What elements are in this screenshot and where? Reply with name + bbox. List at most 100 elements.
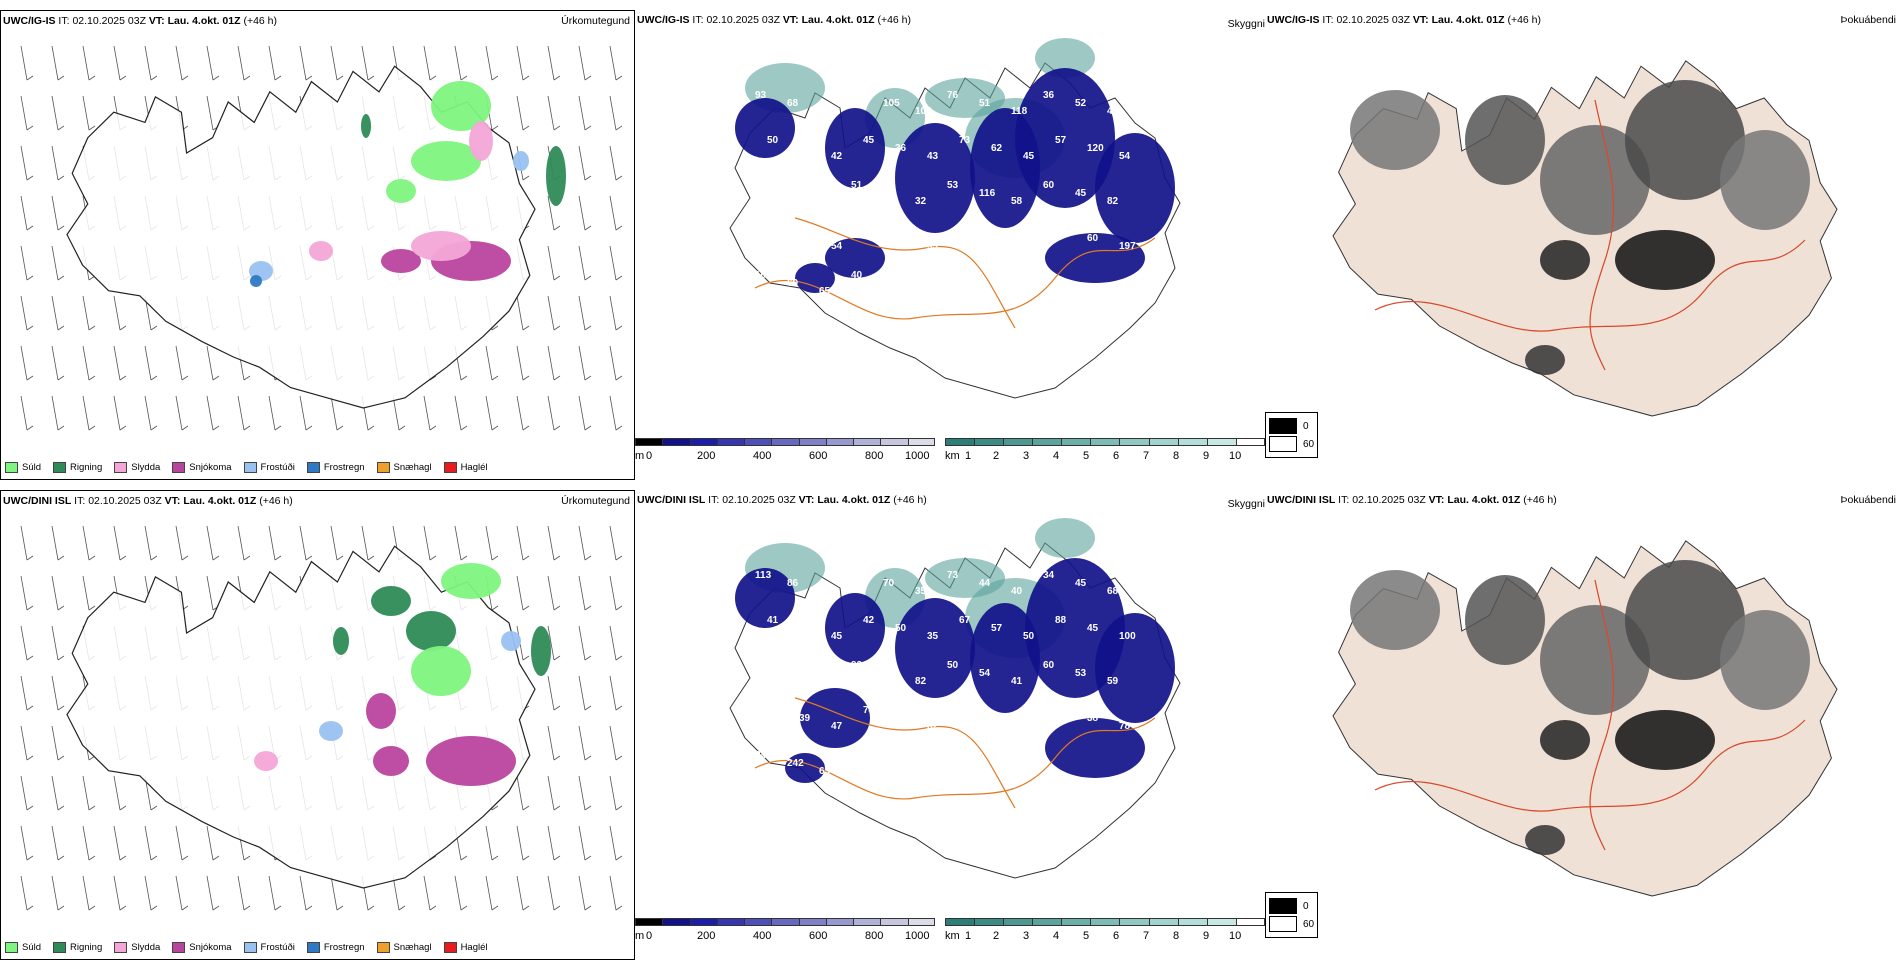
fog-area (1525, 825, 1565, 855)
ceiling-value-label: 40 (851, 270, 863, 281)
wind-barb (20, 345, 34, 381)
road-line (754, 717, 1156, 800)
legend-swatch (172, 462, 186, 473)
visibility-unit: km (945, 930, 960, 942)
wind-barb (206, 345, 220, 381)
ceiling-tick: 400 (753, 450, 772, 462)
wind-barb (20, 195, 34, 231)
colorbar-segment (716, 918, 745, 926)
wind-barb (51, 395, 65, 431)
ceiling-value-label: 42 (863, 615, 875, 626)
wind-barb (516, 95, 530, 131)
wind-barb (578, 675, 592, 711)
wind-barb (113, 525, 127, 561)
wind-barb (454, 525, 468, 561)
ceiling-value-label: 136 (991, 713, 1008, 724)
wind-barb (206, 95, 220, 131)
precip-area (361, 114, 371, 138)
fog-swatch (1269, 916, 1297, 932)
legend-swatch (243, 942, 257, 953)
ceiling-value-label: 54 (1119, 151, 1131, 162)
fog-area (1540, 720, 1590, 760)
low-ceiling-area (970, 603, 1040, 713)
panel-title: Úrkomutegund (561, 15, 630, 27)
fog-legend-item: 0 (1269, 898, 1314, 914)
colorbar-segment (1148, 438, 1178, 446)
ceiling-value-label: 92 (915, 286, 927, 297)
ceiling-unit: m (635, 450, 645, 462)
precip-area (254, 751, 278, 771)
wind-barb (547, 345, 561, 381)
legend-label: Snjókoma (189, 942, 232, 953)
ceiling-value-label: 45 (831, 631, 843, 642)
visibility-tick: 8 (1173, 450, 1180, 462)
legend-item: Rigning (53, 942, 102, 953)
wind-barb (516, 525, 530, 561)
forecast-row-dini-isl: UWC/DINI ISL IT: 02.10.2025 03Z VT: Lau.… (0, 490, 1900, 960)
colorbar-segment (1235, 438, 1265, 446)
precip-area (309, 241, 333, 261)
fog-legend-label: 0 (1303, 420, 1309, 432)
ceiling-value-label: 50 (895, 623, 907, 634)
panel-title: Skyggni (1227, 498, 1265, 510)
visibility-tick: 5 (1083, 450, 1090, 462)
ceiling-value-label: 118 (1011, 106, 1028, 117)
ceiling-value-label: 103 (767, 705, 784, 716)
wind-barb (20, 775, 34, 811)
legend-item: Frostregn (306, 942, 365, 953)
visibility-tick: 9 (1203, 930, 1210, 942)
wind-barb (392, 395, 406, 431)
fog-swatch (1269, 418, 1297, 434)
legend-label: Snæhagl (393, 462, 432, 473)
wind-barb (237, 395, 251, 431)
visibility-tick: 10 (1229, 450, 1242, 462)
colorbar-segment (1090, 918, 1120, 926)
ceiling-value-label: 160 (883, 278, 900, 289)
wind-barb (547, 725, 561, 761)
low-ceiling-area (800, 688, 870, 748)
visibility-tick: 9 (1203, 450, 1210, 462)
ceiling-value-label: 38 (991, 233, 1003, 244)
visibility-tick: 4 (1053, 930, 1060, 942)
panel-title: Skyggni (1227, 18, 1265, 30)
wind-barb (330, 395, 344, 431)
legend-item: Frostúði (243, 462, 295, 473)
wind-barb (609, 525, 623, 561)
it-value: 02.10.2025 03Z (1336, 14, 1410, 26)
ceiling-value-label: 76 (819, 676, 831, 687)
wind-barb (330, 525, 344, 561)
legend-item: Snjókoma (172, 462, 232, 473)
panel-header: UWC/DINI ISL IT: 02.10.2025 03Z VT: Lau.… (3, 495, 293, 507)
wind-barb (361, 525, 375, 561)
legend-label: Rigning (70, 942, 103, 953)
legend-label: Slydda (131, 942, 161, 953)
wind-barb (547, 45, 561, 81)
wind-barb (547, 575, 561, 611)
model-name: UWC/DINI ISL (1267, 494, 1336, 506)
wind-barb (516, 45, 530, 81)
ceiling-value-label: 40 (1011, 586, 1023, 597)
fog-index-legend: 0 60 (1265, 412, 1319, 458)
ceiling-value-label: 88 (1055, 615, 1067, 626)
ceiling-tick: 1000 (905, 450, 930, 462)
colorbar-segment (635, 438, 663, 446)
low-ceiling-area (825, 238, 885, 278)
colorbar-segment (744, 918, 772, 926)
road-line (794, 697, 1016, 809)
wind-barb (423, 525, 437, 561)
wind-barb (547, 675, 561, 711)
road-line (1374, 719, 1806, 812)
ceiling-value-label: 68 (1107, 586, 1119, 597)
ceiling-value-label: 19 (799, 233, 811, 244)
wind-barb (578, 575, 592, 611)
precip-area (406, 611, 456, 651)
it-value: 02.10.2025 03Z (1352, 494, 1426, 506)
wind-barb (175, 875, 189, 911)
fog-legend-label: 0 (1303, 900, 1309, 912)
colorbar-segment (716, 438, 745, 446)
ceiling-value-label: 82 (1107, 196, 1119, 207)
legend-item: Snjókoma (172, 942, 232, 953)
ceiling-value-label: 73 (947, 570, 959, 581)
colorbar-segment (880, 918, 908, 926)
ceiling-value-label: 48 (1055, 705, 1067, 716)
